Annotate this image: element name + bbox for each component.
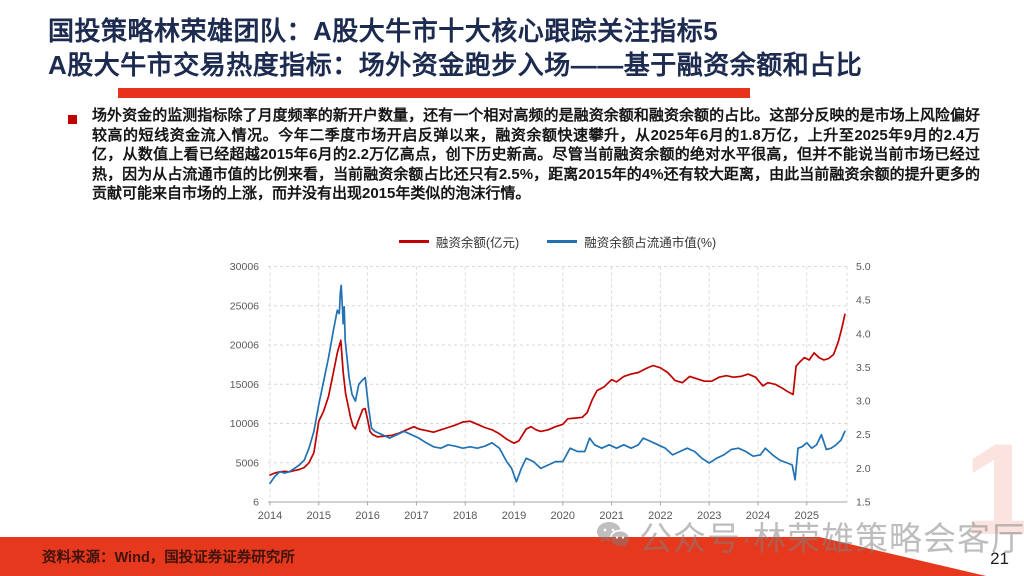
svg-text:25006: 25006 bbox=[230, 300, 259, 312]
footer-band: 资料来源：Wind，国投证券证券研究所 bbox=[0, 537, 987, 576]
svg-text:2.5: 2.5 bbox=[856, 429, 871, 441]
page-number: 21 bbox=[990, 549, 1009, 568]
svg-text:2015: 2015 bbox=[307, 510, 331, 522]
svg-text:2020: 2020 bbox=[551, 510, 575, 522]
title-line-1: 国投策略林荣雄团队：A股大牛市十大核心跟踪关注指标5 bbox=[48, 16, 719, 46]
decorative-digit: 1 bbox=[963, 416, 1024, 562]
svg-text:2014: 2014 bbox=[258, 510, 282, 522]
svg-text:2022: 2022 bbox=[648, 510, 672, 522]
svg-text:20006: 20006 bbox=[230, 340, 259, 352]
svg-text:3.5: 3.5 bbox=[856, 362, 871, 374]
svg-text:2021: 2021 bbox=[599, 510, 623, 522]
legend-item-ratio: 融资余额占流通市值(%) bbox=[547, 232, 716, 251]
svg-text:2017: 2017 bbox=[404, 510, 428, 522]
svg-text:2023: 2023 bbox=[697, 510, 721, 522]
body-paragraph: 场外资金的监测指标除了月度频率的新开户数量，还有一个相对高频的是融资余额和融资余… bbox=[92, 107, 980, 203]
svg-text:5006: 5006 bbox=[236, 457, 260, 469]
page-title: 国投策略林荣雄团队：A股大牛市十大核心跟踪关注指标5 A股大牛市交易热度指标：场… bbox=[48, 14, 862, 82]
bullet-marker bbox=[68, 115, 77, 124]
title-line-2: A股大牛市交易热度指标：场外资金跑步入场——基于融资余额和占比 bbox=[48, 50, 863, 80]
legend-line-red-icon bbox=[398, 240, 429, 243]
svg-text:2019: 2019 bbox=[502, 510, 526, 522]
title-underline-bar bbox=[118, 88, 750, 98]
svg-text:2.0: 2.0 bbox=[856, 463, 871, 475]
svg-text:2024: 2024 bbox=[746, 510, 770, 522]
svg-text:2025: 2025 bbox=[795, 510, 819, 522]
legend-label-margin-balance: 融资余额(亿元) bbox=[435, 236, 520, 250]
svg-text:4.5: 4.5 bbox=[856, 295, 871, 307]
svg-text:30006: 30006 bbox=[230, 261, 259, 273]
source-note: 资料来源：Wind，国投证券证券研究所 bbox=[42, 550, 295, 566]
svg-text:15006: 15006 bbox=[230, 379, 259, 391]
svg-text:5.0: 5.0 bbox=[856, 261, 871, 273]
svg-text:4.0: 4.0 bbox=[856, 328, 871, 340]
legend-label-ratio: 融资余额占流通市值(%) bbox=[584, 236, 717, 250]
chart-legend: 融资余额(亿元) 融资余额占流通市值(%) bbox=[268, 232, 847, 251]
svg-text:2018: 2018 bbox=[453, 510, 477, 522]
legend-line-blue-icon bbox=[547, 240, 578, 243]
svg-text:10006: 10006 bbox=[230, 418, 259, 430]
svg-text:2016: 2016 bbox=[355, 510, 379, 522]
legend-item-margin-balance: 融资余额(亿元) bbox=[398, 232, 520, 251]
svg-text:1.5: 1.5 bbox=[856, 497, 871, 509]
svg-text:3.0: 3.0 bbox=[856, 396, 871, 408]
svg-text:6: 6 bbox=[253, 497, 259, 509]
